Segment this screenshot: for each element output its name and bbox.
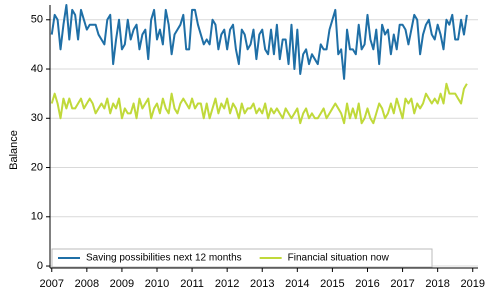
legend-label: Saving possibilities next 12 months: [86, 253, 242, 264]
x-tick-label: 2014: [285, 278, 309, 290]
legend-box: [51, 248, 433, 268]
series-line: [50, 4, 468, 80]
x-tick-label: 2017: [390, 278, 414, 290]
series-line: [50, 82, 468, 125]
y-tick-label: 50: [31, 14, 43, 26]
x-tick-label: 2013: [250, 278, 274, 290]
y-tick-label: 40: [31, 63, 43, 75]
x-tick-label: 2019: [460, 278, 484, 290]
x-tick-label: 2015: [320, 278, 344, 290]
x-tick-label: 2012: [215, 278, 239, 290]
legend-label: Financial situation now: [288, 253, 390, 264]
y-tick-label: 30: [31, 112, 43, 124]
x-tick-label: 2010: [145, 278, 169, 290]
x-tick-label: 2016: [355, 278, 379, 290]
y-tick-label: 20: [31, 161, 43, 173]
y-tick-label: 0: [37, 260, 43, 272]
x-tick-label: 2008: [75, 278, 99, 290]
x-tick-label: 2009: [110, 278, 134, 290]
x-tick-label: 2007: [40, 278, 64, 290]
x-tick-label: 2011: [180, 278, 204, 290]
y-axis-label: Balance: [8, 130, 20, 170]
y-tick-label: 10: [31, 211, 43, 223]
x-tick-label: 2018: [425, 278, 449, 290]
